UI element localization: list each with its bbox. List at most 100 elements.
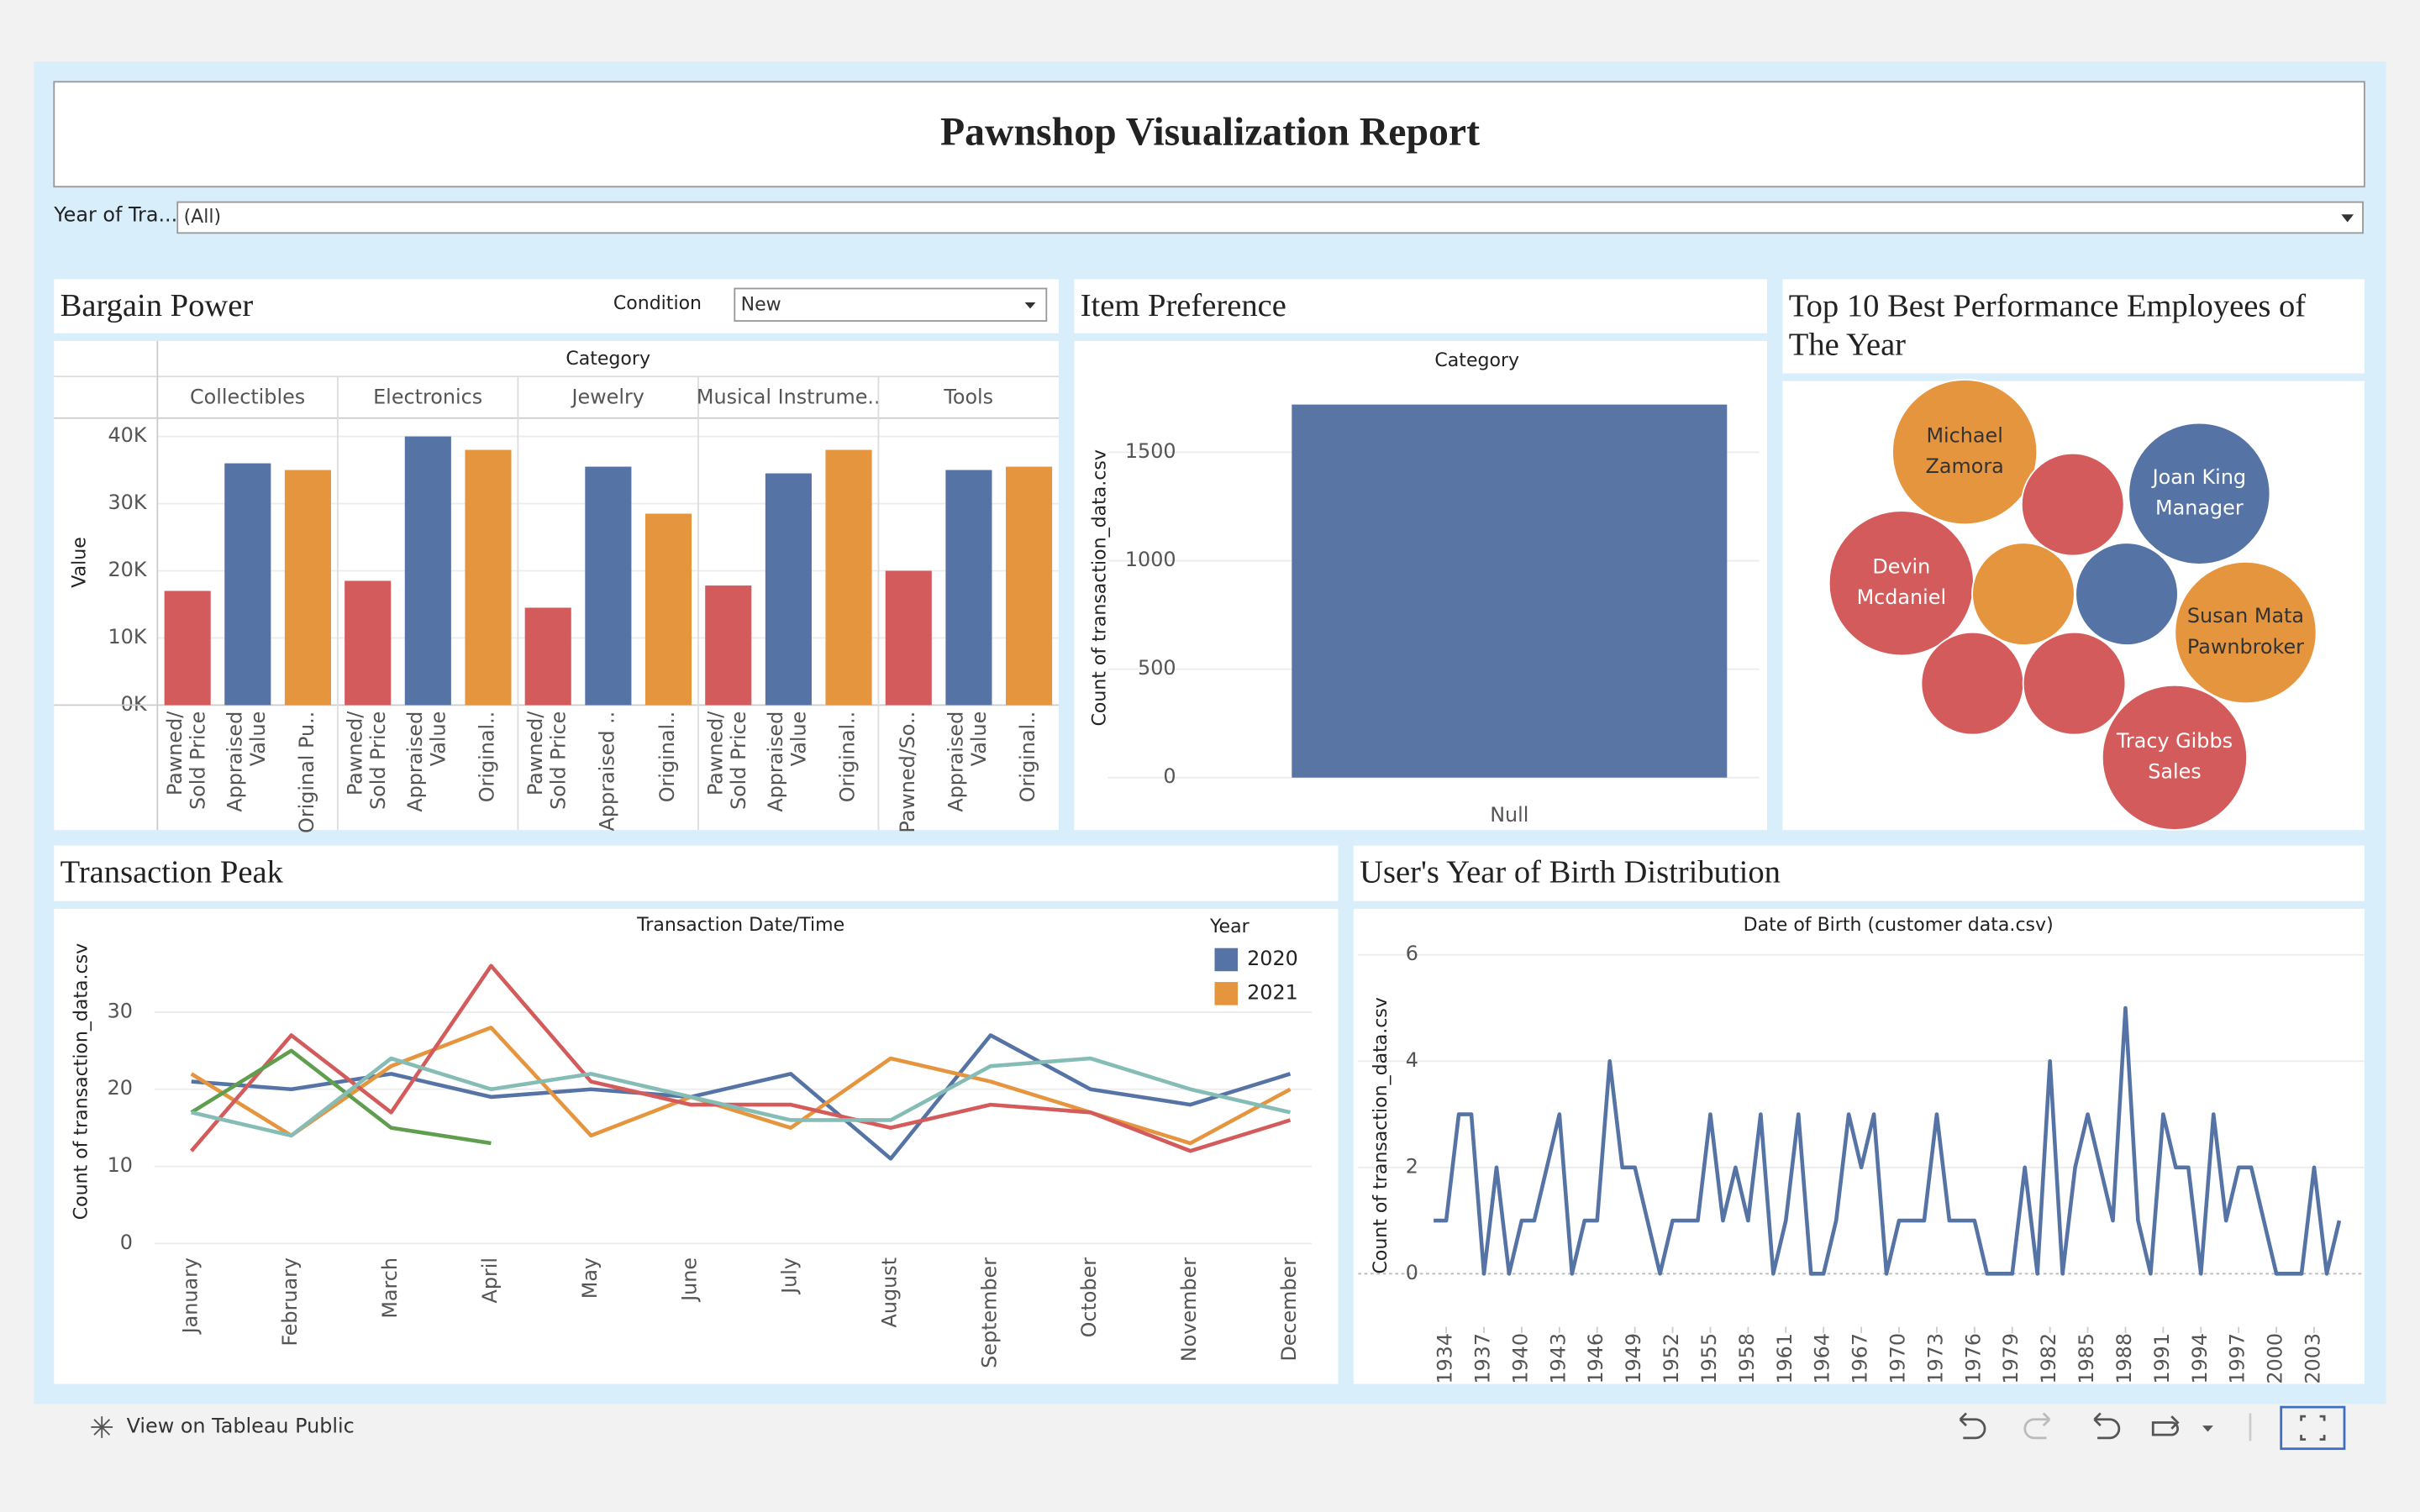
bar-label: Appraised [224,711,247,812]
x-tick-label: August [877,1257,901,1328]
x-tick-label: 1943 [1546,1333,1570,1384]
bar [1292,404,1728,778]
x-tick-label: March [378,1257,402,1319]
dropdown-arrow [2341,214,2354,223]
y-tick-label: 10K [108,625,147,648]
x-tick-label: 1988 [2112,1333,2136,1384]
y-tick-label: 0 [1163,764,1176,788]
bubble [1971,542,2075,646]
bubble [2020,452,2125,557]
y-tick-label: 0 [120,1231,133,1254]
bubble-label: Pawnbroker [2187,635,2304,659]
bubble-label: Michael [1926,423,2002,447]
share-button[interactable] [2151,1415,2180,1436]
bar-label: Sold Price [366,711,390,810]
bar-label: Pawned/ [343,711,366,795]
bubble-label: Tracy Gibbs [2116,729,2233,753]
panel-title-bar [54,845,1339,901]
bar [885,570,932,706]
line [190,1048,492,1146]
toolbar [1959,1405,2346,1451]
legend-title: Year [1209,916,1250,937]
y-tick-label: 4 [1406,1048,1418,1072]
legend-label: 2021 [1247,980,1298,1004]
bubble [1920,631,2025,736]
bar-label: Value [246,711,270,767]
x-tick-label: 1976 [1961,1333,1985,1384]
bar-label: Original.. [475,711,498,803]
x-tick-label: 1985 [2075,1333,2098,1384]
bar [524,607,571,706]
dropdown-arrow [1024,302,1036,309]
undo-button[interactable] [1959,1412,1986,1440]
bar [705,585,752,706]
menu-arrow[interactable] [2202,1425,2213,1432]
x-tick-label: April [478,1257,502,1304]
bar [825,449,872,706]
bar-label: Appraised .. [595,711,618,832]
x-tick-label: September [977,1257,1001,1368]
panel-title: Bargain Power [60,288,254,323]
y-axis-label: Value [70,537,91,588]
bar-label: Original.. [836,711,860,803]
x-tick-label: 1967 [1849,1333,1872,1384]
x-tick-label: July [778,1257,802,1295]
y-tick-label: 0K [121,692,148,716]
legend-label: 2020 [1247,947,1298,970]
fullscreen-button[interactable] [2280,1405,2346,1451]
y-tick-label: 30K [108,491,147,514]
x-tick-label: 1946 [1584,1333,1607,1384]
bar-label: Appraised [944,711,968,812]
bar-label: Pawned/ [703,711,727,795]
bar-label: Sold Price [186,711,209,810]
x-tick-label: 1952 [1660,1333,1683,1384]
category-label: Tools [943,385,993,408]
y-axis-label: Count of transaction_data.csv [1090,449,1111,726]
bar-label: Original.. [655,711,679,803]
redo-button[interactable] [2023,1412,2051,1440]
category-label: Collectibles [190,385,305,408]
bar [765,473,812,706]
filter-dropdown[interactable] [176,201,2364,234]
bubble-label: Sales [2148,760,2202,784]
chart-area [54,908,1339,1384]
y-tick-label: 500 [1138,656,1176,680]
x-tick-label: 1997 [2226,1333,2249,1384]
y-axis-label: Count of transaction_data.csv [71,943,92,1220]
bubble-label: Zamora [1926,454,2004,478]
x-tick-label: February [278,1257,302,1347]
bar-label: Sold Price [547,711,571,810]
x-tick-label: November [1177,1257,1201,1362]
x-tick-label: 1934 [1434,1333,1457,1384]
y-tick-label: 0 [1406,1261,1418,1284]
revert-button[interactable] [2093,1412,2121,1440]
bar-label: Appraised [403,711,427,812]
condition-dropdown[interactable] [734,287,1048,322]
x-tick-label: 1958 [1735,1333,1759,1384]
bar [1006,466,1053,706]
y-tick-label: 2 [1406,1154,1418,1178]
bar [585,466,632,706]
bubble-label: Devin [1872,554,1930,578]
chart-header: Date of Birth (customer data.csv) [1744,915,2054,936]
y-tick-label: 20 [108,1076,133,1100]
x-tick-label: Null [1490,803,1528,827]
bar-label: Value [427,711,450,767]
bar-label: Sold Price [727,711,750,810]
bubble [2128,422,2271,565]
y-tick-label: 10 [108,1153,133,1177]
x-tick-label: December [1277,1257,1301,1362]
category-label: Jewelry [570,385,644,408]
x-tick-label: 2000 [2264,1333,2287,1384]
bubble [2174,560,2317,705]
chart-header: Category [1434,350,1519,371]
x-tick-label: 1964 [1811,1333,1834,1384]
panel-title-wrap: Top 10 Best Performance Employees of The… [1789,287,2306,363]
bar-label: Original Pu.. [295,711,318,833]
x-tick-label: June [678,1257,702,1303]
panel-title-bar [1782,279,2365,374]
tableau-icon [91,1416,113,1438]
x-tick-label: 1949 [1622,1333,1645,1384]
footer-link[interactable]: View on Tableau Public [127,1414,355,1437]
